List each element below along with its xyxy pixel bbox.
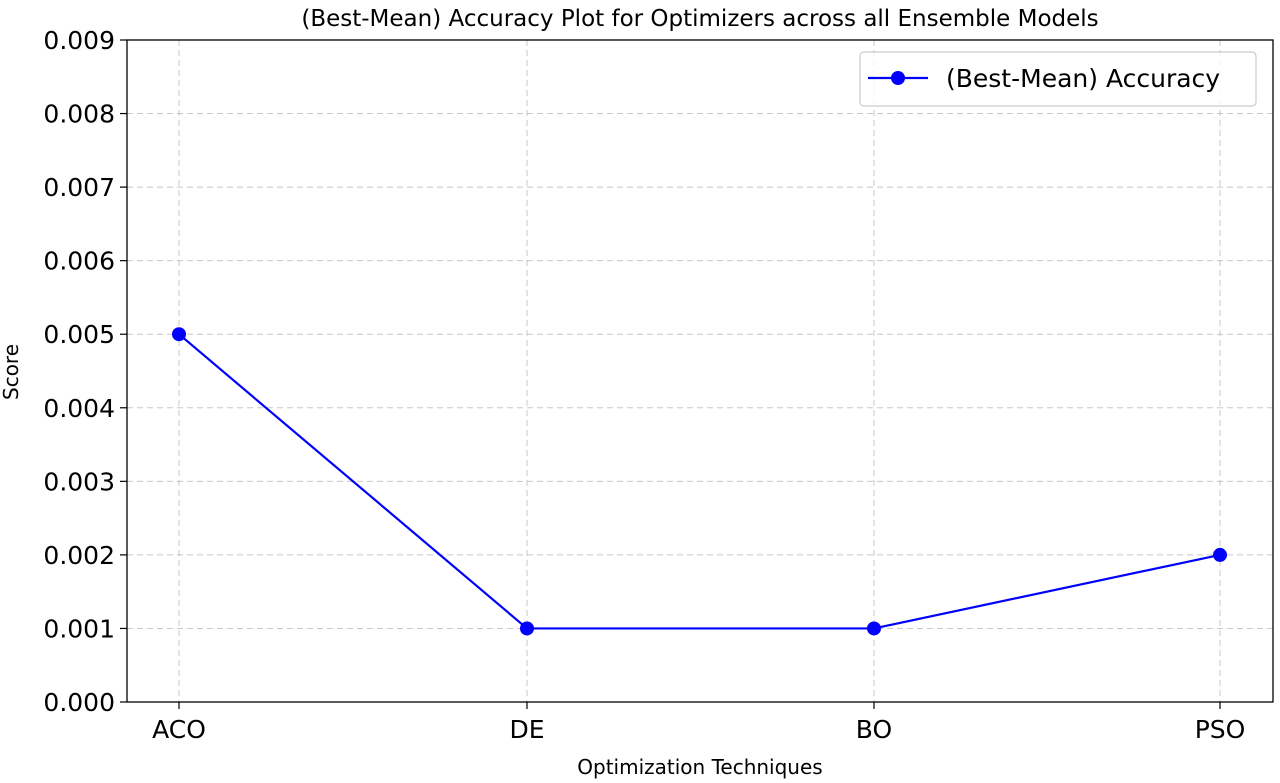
legend-label: (Best-Mean) Accuracy bbox=[946, 64, 1220, 93]
y-tick-label: 0.002 bbox=[43, 541, 115, 570]
y-tick-label: 0.001 bbox=[43, 614, 115, 643]
x-axis-title: Optimization Techniques bbox=[577, 755, 822, 779]
legend-frame bbox=[859, 51, 1257, 107]
x-tick-label: PSO bbox=[1195, 715, 1246, 744]
y-tick-label: 0.009 bbox=[43, 26, 115, 55]
y-axis-ticks: 0.000 0.001 0.002 0.003 0.004 0.005 0.006 0.007… bbox=[43, 26, 127, 717]
legend: (Best-Mean) Accuracy bbox=[859, 51, 1257, 107]
data-point bbox=[172, 327, 186, 342]
data-point bbox=[867, 621, 881, 636]
legend-marker-swatch bbox=[891, 71, 905, 85]
y-tick-label: 0.006 bbox=[43, 247, 115, 276]
y-tick-label: 0.003 bbox=[43, 467, 115, 496]
y-tick-label: 0.007 bbox=[43, 173, 115, 202]
chart-title: (Best-Mean) Accuracy Plot for Optimizers… bbox=[301, 6, 1098, 32]
x-axis-ticks: ACO DE BO PSO bbox=[152, 702, 1245, 744]
y-tick-label: 0.000 bbox=[43, 688, 115, 717]
data-point bbox=[1213, 547, 1227, 562]
y-axis-title: Score bbox=[0, 344, 23, 400]
plot-frame bbox=[126, 39, 1274, 703]
gridlines bbox=[127, 39, 1273, 703]
x-tick-label: BO bbox=[856, 715, 892, 744]
y-tick-label: 0.005 bbox=[43, 320, 115, 349]
x-tick-label: DE bbox=[509, 715, 544, 744]
y-tick-label: 0.008 bbox=[43, 100, 115, 129]
y-tick-label: 0.004 bbox=[43, 394, 115, 423]
axes bbox=[126, 39, 1274, 703]
series-line bbox=[178, 333, 1221, 630]
series-layer bbox=[172, 327, 1227, 636]
data-point bbox=[520, 621, 534, 636]
x-tick-label: ACO bbox=[152, 715, 206, 744]
